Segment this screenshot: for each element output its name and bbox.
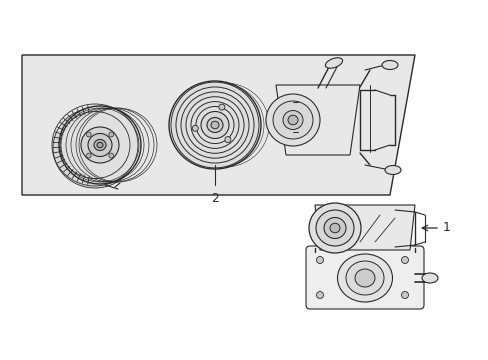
Circle shape xyxy=(86,153,91,158)
Ellipse shape xyxy=(169,81,261,169)
Ellipse shape xyxy=(324,217,346,238)
Ellipse shape xyxy=(81,127,119,163)
Ellipse shape xyxy=(346,261,383,295)
Ellipse shape xyxy=(176,87,253,163)
Ellipse shape xyxy=(185,97,244,153)
Ellipse shape xyxy=(381,60,397,69)
Ellipse shape xyxy=(287,115,297,125)
Circle shape xyxy=(401,292,407,298)
Ellipse shape xyxy=(337,254,392,302)
Ellipse shape xyxy=(384,166,400,175)
Polygon shape xyxy=(22,55,414,195)
Ellipse shape xyxy=(315,210,353,246)
Ellipse shape xyxy=(201,112,228,139)
Ellipse shape xyxy=(196,107,234,144)
Ellipse shape xyxy=(181,92,248,158)
Ellipse shape xyxy=(210,121,219,129)
Ellipse shape xyxy=(206,117,223,132)
Ellipse shape xyxy=(265,94,319,146)
Ellipse shape xyxy=(354,269,374,287)
Circle shape xyxy=(86,132,91,137)
Ellipse shape xyxy=(88,134,112,157)
Ellipse shape xyxy=(272,101,312,139)
Ellipse shape xyxy=(283,111,303,130)
Ellipse shape xyxy=(59,106,141,184)
Circle shape xyxy=(316,292,323,298)
Circle shape xyxy=(192,125,198,131)
Polygon shape xyxy=(275,85,359,155)
Ellipse shape xyxy=(421,273,437,283)
Ellipse shape xyxy=(171,82,259,168)
Ellipse shape xyxy=(97,142,103,148)
Ellipse shape xyxy=(329,223,339,233)
FancyBboxPatch shape xyxy=(305,246,423,309)
Ellipse shape xyxy=(53,108,137,188)
Text: 2: 2 xyxy=(211,192,219,205)
Ellipse shape xyxy=(308,203,360,253)
Ellipse shape xyxy=(191,102,239,148)
Circle shape xyxy=(401,256,407,264)
Circle shape xyxy=(224,136,230,143)
Circle shape xyxy=(219,104,224,110)
Polygon shape xyxy=(314,205,414,250)
Text: 1: 1 xyxy=(442,221,450,234)
Circle shape xyxy=(109,153,114,158)
Ellipse shape xyxy=(94,139,106,150)
Circle shape xyxy=(109,132,114,137)
Ellipse shape xyxy=(325,58,342,68)
Circle shape xyxy=(316,256,323,264)
